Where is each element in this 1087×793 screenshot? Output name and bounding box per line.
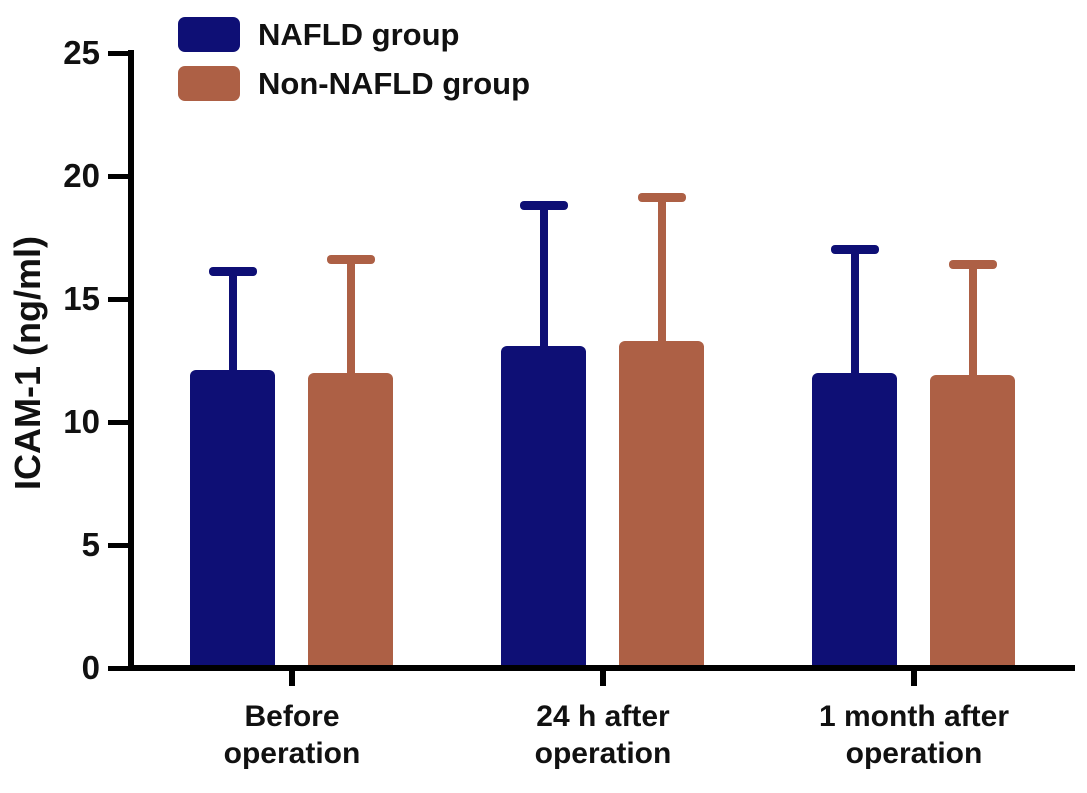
error-bar-cap: [948, 259, 997, 269]
y-tick-label: 25: [63, 34, 100, 71]
error-bar-stem: [657, 195, 666, 353]
legend-label-nafld: NAFLD group: [258, 17, 460, 52]
y-tick-label: 10: [63, 403, 100, 440]
error-bar-cap: [326, 254, 375, 264]
legend-item-nafld: NAFLD group: [178, 10, 530, 59]
error-bar-cap: [830, 244, 879, 254]
x-category-label: 24 h after operation: [443, 698, 763, 772]
bar-non-nafld: [308, 372, 393, 668]
y-axis-line: [128, 50, 134, 671]
bar-nafld: [190, 370, 275, 668]
y-tick-mark: [108, 50, 128, 56]
x-axis-line: [128, 665, 1075, 671]
bar-nafld: [501, 345, 586, 668]
x-tick-mark: [600, 671, 606, 686]
error-bar-cap: [637, 193, 686, 203]
y-tick-mark: [108, 419, 128, 425]
x-category-label-line: operation: [845, 737, 983, 770]
x-category-label: Before operation: [132, 698, 452, 772]
bar-non-nafld: [930, 375, 1015, 668]
x-tick-mark: [289, 671, 295, 686]
x-category-label-line: 1 month after: [818, 700, 1010, 733]
y-tick-mark: [108, 542, 128, 548]
x-category-label: 1 month after operation: [754, 698, 1074, 772]
y-axis-title: ICAM-1 (ng/ml): [7, 236, 48, 490]
x-category-label-line: Before: [244, 700, 340, 733]
legend-label-non-nafld: Non-NAFLD group: [258, 66, 531, 101]
error-bar-cap: [519, 200, 568, 210]
chart-legend: NAFLD group Non-NAFLD group: [178, 10, 530, 108]
bar-non-nafld: [619, 340, 704, 668]
error-bar-stem: [346, 256, 355, 385]
legend-item-non-nafld: Non-NAFLD group: [178, 59, 530, 108]
y-tick-label: 20: [63, 157, 100, 194]
x-category-label-line: operation: [534, 737, 672, 770]
x-category-label-line: 24 h after: [536, 700, 670, 733]
y-tick-label: 5: [81, 526, 100, 563]
y-tick-label: 15: [63, 280, 100, 317]
x-tick-mark: [911, 671, 917, 686]
error-bar-stem: [850, 246, 859, 385]
y-tick-mark: [108, 296, 128, 302]
bar-nafld: [812, 372, 897, 668]
y-tick-label: 0: [81, 649, 100, 686]
legend-swatch-non-nafld-icon: [178, 66, 240, 101]
error-bar-stem: [539, 202, 548, 358]
legend-swatch-nafld-icon: [178, 17, 240, 52]
y-tick-mark: [108, 665, 128, 671]
error-bar-stem: [968, 261, 977, 388]
y-tick-mark: [108, 173, 128, 179]
x-category-label-line: operation: [223, 737, 361, 770]
error-bar-stem: [228, 269, 237, 383]
error-bar-cap: [208, 267, 257, 277]
